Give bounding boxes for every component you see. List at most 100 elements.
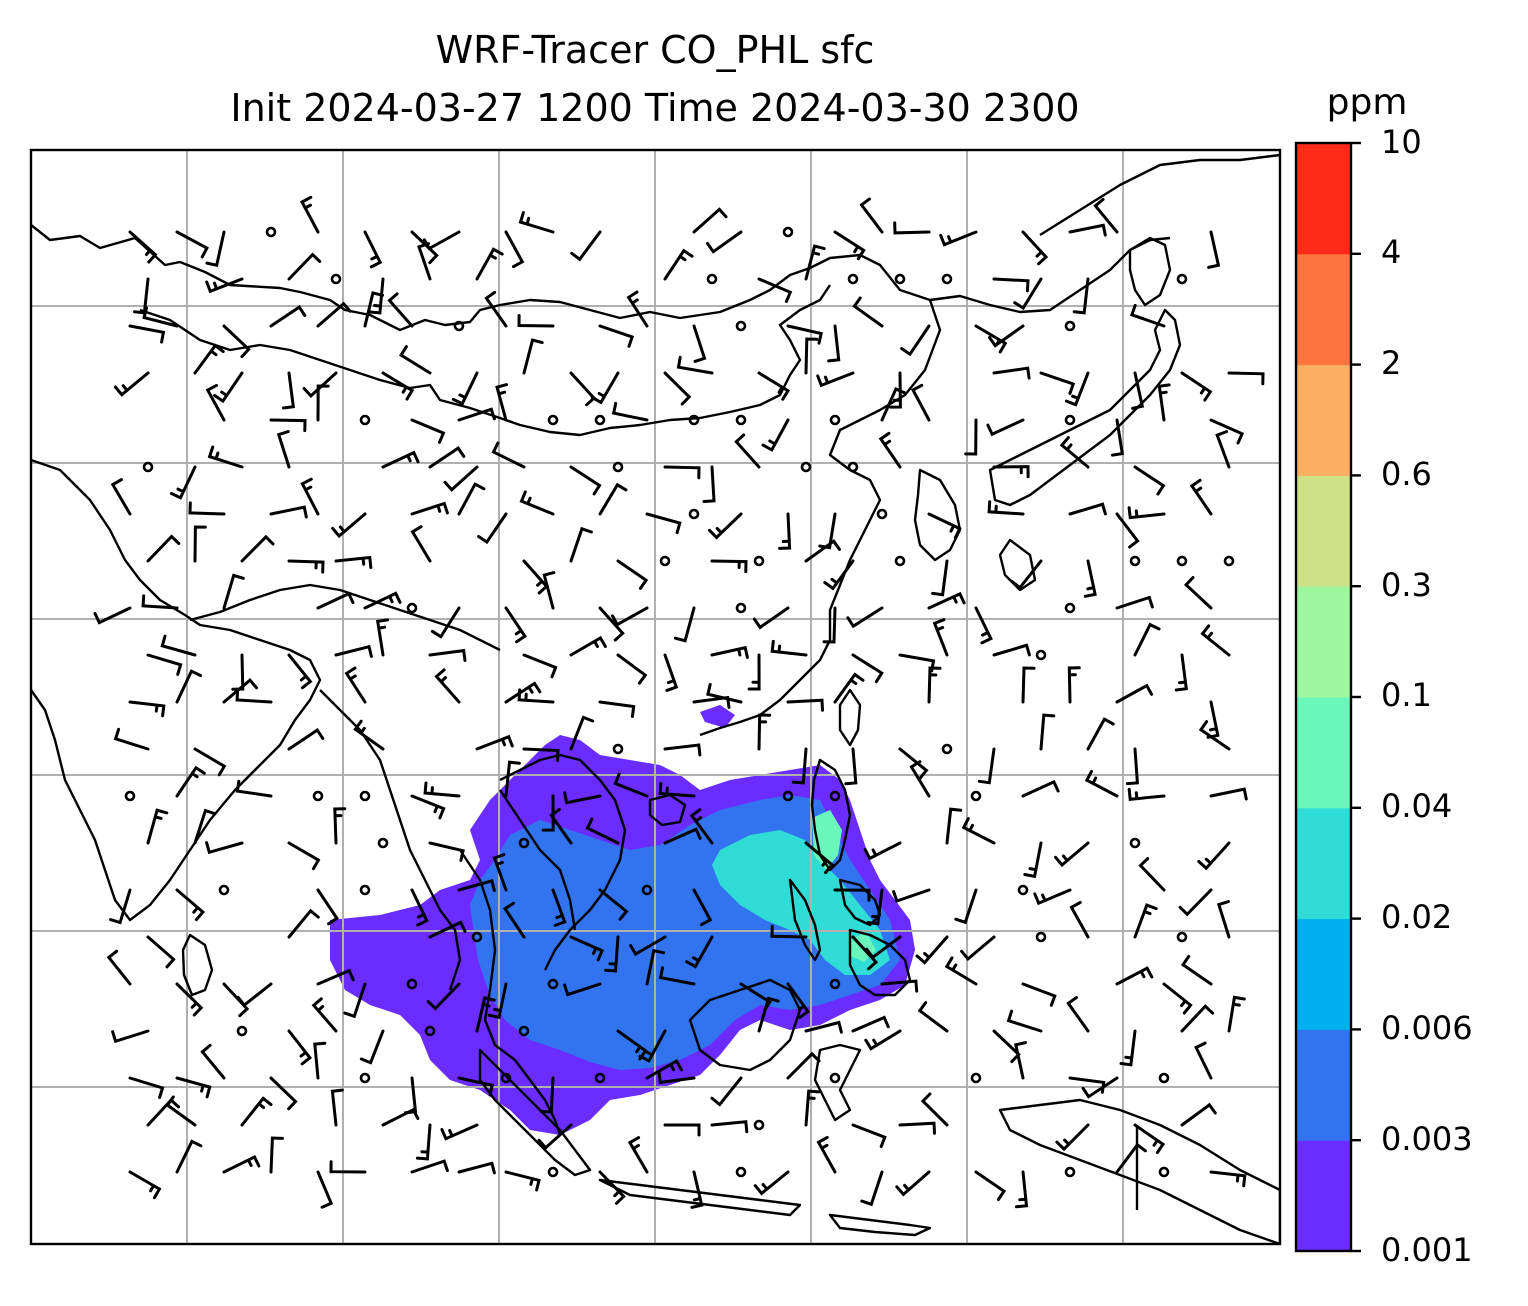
wind-barb — [616, 653, 648, 685]
wind-barb — [974, 1170, 1007, 1201]
wind-barb — [175, 1139, 203, 1174]
calm-wind-circle — [876, 508, 888, 520]
wind-barb — [316, 301, 352, 328]
wind-barb — [487, 982, 508, 1020]
wind-barb — [451, 371, 479, 406]
colorbar-segment — [1296, 1029, 1351, 1141]
wind-barb — [770, 924, 808, 939]
calm-wind-circle — [142, 461, 154, 473]
wind-barb — [1227, 371, 1265, 386]
wind-barb — [175, 669, 202, 704]
wind-barb — [851, 1123, 887, 1148]
wind-barb — [287, 908, 320, 939]
wind-barb — [852, 296, 884, 328]
wind-barb — [316, 591, 355, 610]
wind-barb — [992, 277, 1030, 293]
wind-barb — [475, 247, 504, 281]
wind-barb — [915, 935, 949, 965]
wind-barb — [964, 418, 978, 456]
wind-barb — [281, 371, 295, 410]
wind-barb — [1216, 900, 1231, 939]
wind-barb — [330, 1088, 344, 1127]
calm-wind-circle — [453, 320, 465, 332]
calm-wind-circle — [330, 273, 342, 285]
wind-barb — [428, 446, 466, 469]
wind-barb — [504, 606, 527, 644]
wind-barb — [1081, 1076, 1119, 1099]
wind-barb — [430, 606, 461, 639]
wind-barb — [300, 477, 320, 516]
wind-barb — [827, 324, 841, 363]
wind-barb — [1189, 478, 1213, 516]
tracer-plume-high — [712, 830, 890, 975]
wind-barb — [1115, 1142, 1147, 1174]
wind-barb — [518, 211, 555, 234]
wind-barb — [663, 653, 679, 692]
wind-barb — [387, 292, 414, 328]
wind-barb — [1093, 197, 1119, 234]
wind-barb — [113, 371, 150, 397]
wind-barb — [457, 879, 496, 893]
wind-barb — [235, 779, 273, 798]
wind-barb — [658, 782, 696, 798]
wind-barb — [1180, 1102, 1217, 1127]
colorbar-tick-label: 4 — [1381, 233, 1402, 271]
calm-wind-circle — [1129, 837, 1141, 849]
wind-barb — [415, 1123, 432, 1161]
calm-wind-circle — [847, 461, 859, 473]
wind-barb — [1066, 996, 1090, 1033]
wind-barb — [569, 465, 602, 496]
wind-barb — [1198, 720, 1231, 751]
wind-barb — [663, 827, 702, 845]
wind-barb — [753, 1170, 790, 1196]
wind-barb — [960, 935, 996, 962]
wind-barb — [519, 490, 555, 516]
wind-barb — [1197, 841, 1231, 871]
wind-barb — [537, 1123, 573, 1150]
wind-barb — [428, 648, 467, 662]
wind-barb — [1131, 371, 1145, 410]
wind-barb — [381, 1107, 420, 1127]
colorbar-tick-label: 0.1 — [1381, 676, 1432, 714]
colorbar-tick-label: 0.04 — [1381, 787, 1453, 825]
wind-barb — [410, 1159, 449, 1174]
wind-barb — [240, 1096, 273, 1127]
wind-barb — [1055, 1123, 1090, 1152]
wind-barb — [598, 700, 636, 718]
wind-barb — [475, 734, 514, 751]
wind-barb — [692, 207, 728, 234]
calm-wind-circle — [800, 461, 812, 473]
calm-wind-circle — [641, 884, 653, 896]
wind-barb — [440, 1123, 479, 1141]
himalaya-border — [189, 583, 501, 652]
wind-barb — [541, 794, 555, 832]
calm-wind-circle — [1035, 931, 1047, 943]
wind-barb — [1072, 277, 1090, 315]
wind-barb — [205, 841, 244, 855]
wind-barb — [818, 512, 837, 550]
wind-barb — [613, 772, 649, 798]
wind-barb — [822, 606, 837, 644]
wind-barb — [410, 794, 446, 820]
wind-barb — [663, 371, 692, 406]
map-frame — [29, 148, 1282, 1246]
wind-barb — [1138, 857, 1166, 892]
wind-barb — [1209, 1170, 1247, 1188]
wind-barb — [752, 606, 790, 630]
wind-barb — [987, 500, 1025, 516]
wind-barb — [931, 559, 949, 597]
wind-barb — [663, 248, 694, 281]
wind-barb — [287, 728, 325, 751]
wind-barb — [213, 371, 244, 404]
wind-barb — [410, 230, 439, 265]
calm-wind-circle — [312, 790, 324, 802]
wind-barb — [898, 747, 929, 780]
wind-barb — [160, 634, 197, 657]
wind-barb — [287, 559, 325, 574]
wind-barb — [570, 230, 602, 262]
wind-barb — [1086, 717, 1115, 751]
russia-mongolia-border — [31, 224, 1171, 332]
colorbar-segment — [1296, 918, 1351, 1030]
wind-barb — [888, 371, 902, 409]
sulawesi — [813, 1043, 862, 1122]
